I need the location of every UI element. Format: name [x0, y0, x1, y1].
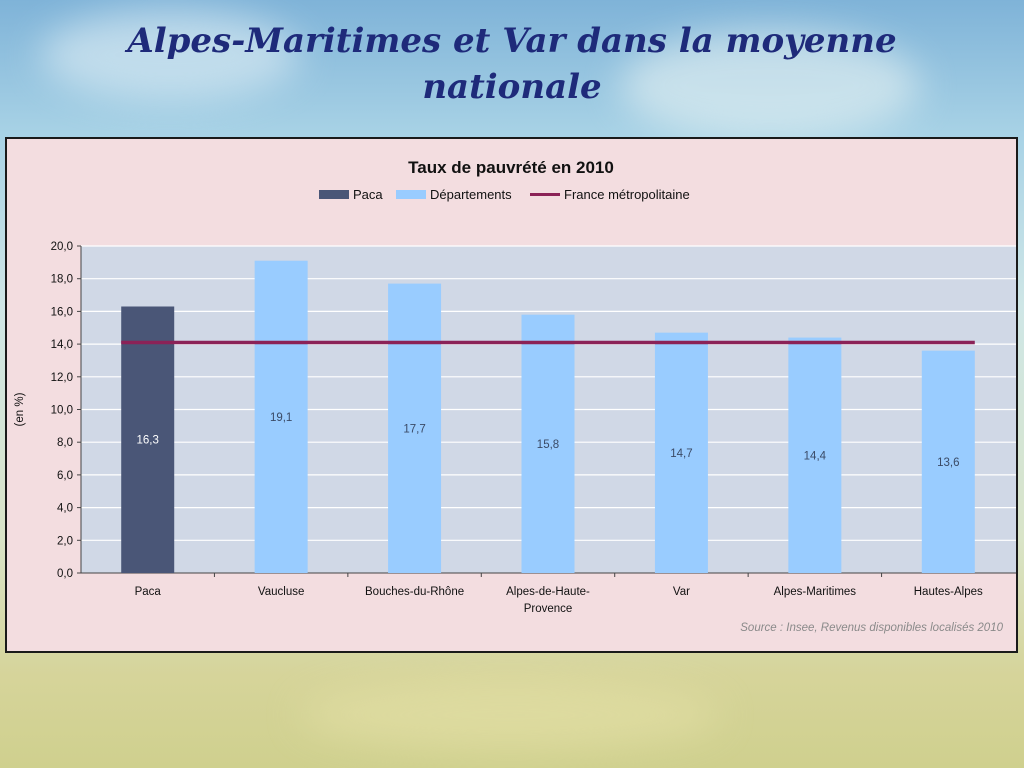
cloud-decoration — [40, 10, 300, 100]
bar-value-label: 14,7 — [670, 448, 692, 460]
slide-title: Alpes-Maritimes et Var dans la moyenne n… — [0, 18, 1024, 110]
bar-value-label: 15,8 — [537, 439, 559, 451]
bar-value-label: 17,7 — [403, 423, 425, 435]
bar-2 — [254, 260, 308, 573]
bar-5 — [654, 332, 708, 573]
x-tick-label: Vaucluse — [258, 586, 304, 598]
legend-label-1: Départements — [430, 187, 512, 202]
source-note: Source : Insee, Revenus disponibles loca… — [740, 622, 1003, 634]
y-tick-label: 18,0 — [51, 274, 73, 286]
y-tick-label: 2,0 — [57, 535, 73, 547]
legend-swatch-1 — [396, 190, 426, 199]
slide-title-line2: nationale — [422, 67, 602, 107]
y-tick-label: 10,0 — [51, 405, 73, 417]
bar-1 — [121, 306, 175, 573]
bar-value-label: 19,1 — [270, 412, 292, 424]
bar-value-label: 13,6 — [937, 457, 959, 469]
x-tick-label: Bouches-du-Rhône — [365, 586, 464, 598]
bar-6 — [788, 337, 842, 573]
y-tick-label: 8,0 — [57, 437, 73, 449]
y-tick-label: 14,0 — [51, 339, 73, 351]
y-tick-label: 6,0 — [57, 470, 73, 482]
cloud-decoration — [620, 30, 920, 140]
bar-3 — [388, 283, 442, 573]
bar-value-label: 16,3 — [137, 435, 159, 447]
field-decoration — [300, 680, 720, 750]
y-tick-label: 20,0 — [51, 241, 73, 253]
legend-swatch-0 — [319, 190, 349, 199]
y-axis-label: (en %) — [14, 392, 26, 426]
y-tick-label: 16,0 — [51, 306, 73, 318]
slide-title-line1: Alpes-Maritimes et Var dans la moyenne — [127, 21, 897, 61]
chart-panel: Taux de pauvrété en 2010 Paca Départements… — [5, 137, 1018, 653]
x-tick-label: Var — [673, 586, 690, 598]
x-tick-label: Paca — [135, 586, 162, 598]
y-tick-label: 0,0 — [57, 568, 73, 580]
y-tick-label: 4,0 — [57, 503, 73, 515]
x-tick-label: Alpes-de-Haute- — [506, 586, 590, 598]
chart-title: Taux de pauvrété en 2010 — [408, 158, 614, 177]
x-tick-label: Provence — [524, 603, 573, 615]
bar-value-label: 14,4 — [804, 450, 827, 462]
x-tick-label: Alpes-Maritimes — [774, 586, 857, 598]
legend-label-0: Paca — [353, 187, 383, 202]
legend-label-2: France métropolitaine — [564, 187, 690, 202]
y-tick-label: 12,0 — [51, 372, 73, 384]
bar-4 — [521, 314, 575, 573]
x-tick-label: Hautes-Alpes — [914, 586, 983, 598]
bar-chart: Taux de pauvrété en 2010 Paca Départements… — [14, 158, 1016, 634]
bar-7 — [921, 350, 975, 573]
